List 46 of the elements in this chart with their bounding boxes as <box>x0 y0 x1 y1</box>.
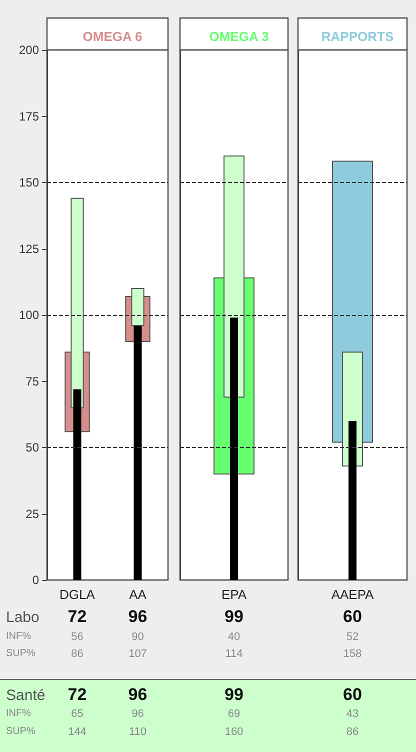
text: 86 <box>71 648 84 660</box>
text: 40 <box>228 631 240 643</box>
text: Labo <box>6 609 40 626</box>
text: 69 <box>228 708 240 720</box>
data-label: 60 <box>343 607 362 627</box>
text: SUP% <box>6 726 36 737</box>
data-label: 99 <box>224 607 244 627</box>
x-tick-label: EPA <box>221 587 247 602</box>
text: 158 <box>343 648 362 660</box>
y-tick-label: 150 <box>18 176 40 190</box>
x-tick-label: AAEPA <box>331 587 374 602</box>
x-tick-label: DGLA <box>60 587 96 602</box>
y-tick-label: 75 <box>26 374 40 388</box>
y-tick-label: 100 <box>18 308 40 322</box>
y-tick-label: 25 <box>26 506 40 521</box>
y-tick-label: 0 <box>32 573 40 587</box>
text: 96 <box>132 708 144 720</box>
text: 107 <box>128 648 147 660</box>
text: 99 <box>224 685 244 704</box>
text: INF% <box>6 631 31 642</box>
text: 86 <box>346 726 359 738</box>
text: 52 <box>346 631 359 643</box>
y-tick-label: 175 <box>18 109 40 124</box>
chart-title: RAPPORTS <box>321 29 394 44</box>
text: 114 <box>225 648 243 660</box>
text: SUP% <box>6 648 36 659</box>
text: 72 <box>68 685 87 704</box>
x-tick-label: AA <box>129 587 147 602</box>
chart-title: OMEGA 6 <box>82 29 142 44</box>
text: 65 <box>71 708 84 720</box>
y-tick-label: 50 <box>26 440 40 454</box>
text: INF% <box>6 708 31 719</box>
text: 96 <box>128 685 148 705</box>
text: 43 <box>346 708 359 720</box>
text: 160 <box>224 726 244 738</box>
data-label: 96 <box>128 607 148 627</box>
text: 144 <box>68 726 86 738</box>
text: 110 <box>128 726 147 738</box>
data-label: 72 <box>68 607 87 627</box>
text: Santé <box>6 687 46 704</box>
text: 56 <box>71 631 84 643</box>
y-tick-label: 200 <box>18 43 40 57</box>
chart-title: OMEGA 3 <box>209 29 269 44</box>
text: 60 <box>343 685 362 704</box>
text: 90 <box>132 631 144 643</box>
y-tick-label: 125 <box>18 242 40 256</box>
